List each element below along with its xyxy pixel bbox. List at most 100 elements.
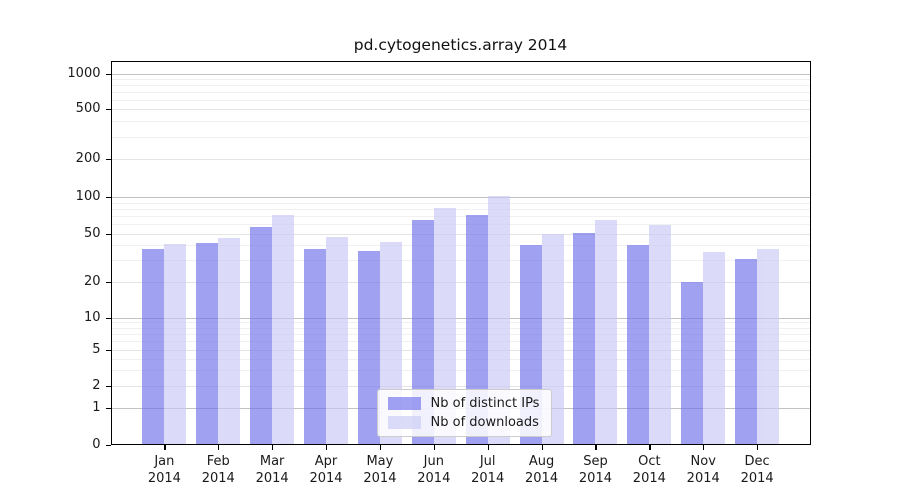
x-tick-label-may: May 2014 — [352, 453, 408, 487]
x-tick-mark-mar — [272, 445, 274, 450]
gridline-50 — [110, 233, 811, 235]
x-tick-mark-sep — [595, 445, 597, 450]
x-tick-mark-jun — [433, 445, 435, 450]
y-tick-label-1: 1 — [92, 400, 101, 415]
x-tick-label-jul: Jul 2014 — [460, 453, 516, 487]
x-tick-month: Jan — [154, 454, 175, 469]
bar-oct-downloads — [649, 225, 672, 445]
y-tick-label-10: 10 — [83, 309, 101, 325]
gridline-4 — [110, 358, 811, 360]
bar-jul-distinct-ips — [465, 214, 488, 445]
bar-sep-downloads — [595, 219, 618, 445]
x-tick-label-nov: Nov 2014 — [675, 453, 731, 487]
gridline-900 — [110, 78, 811, 80]
x-tick-mark-nov — [703, 445, 705, 450]
x-tick-label-feb: Feb 2014 — [190, 453, 246, 487]
y-tick-label-1000: 1000 — [67, 65, 101, 81]
x-tick-month: Aug — [528, 454, 555, 469]
gridline-90 — [110, 202, 811, 204]
bars-layer — [111, 61, 812, 445]
gridline-10 — [110, 317, 811, 319]
y-tick-mark-10 — [105, 317, 111, 319]
bar-jan-distinct-ips — [142, 249, 165, 445]
gridline-30 — [110, 260, 811, 262]
y-tick-label-2: 2 — [92, 378, 101, 393]
x-tick-month: Jun — [423, 454, 444, 469]
x-tick-month: Oct — [638, 454, 661, 469]
x-tick-year: 2014 — [309, 471, 343, 486]
gridline-500 — [110, 109, 811, 111]
y-tick-mark-100 — [105, 197, 111, 199]
bar-jun-downloads — [433, 207, 456, 445]
x-tick-year: 2014 — [255, 471, 289, 486]
y-tick-mark-2 — [105, 386, 111, 388]
chart-title: pd.cytogenetics.array 2014 — [353, 36, 568, 54]
gridline-80 — [110, 209, 811, 211]
bar-dec-distinct-ips — [735, 258, 758, 445]
gridline-8 — [110, 327, 811, 329]
x-tick-year: 2014 — [632, 471, 666, 486]
x-tick-month: Apr — [314, 454, 338, 469]
x-tick-year: 2014 — [578, 471, 612, 486]
gridline-700 — [110, 91, 811, 93]
gridline-70 — [110, 216, 811, 218]
bar-nov-downloads — [703, 252, 726, 445]
y-tick-mark-0 — [105, 445, 111, 447]
x-tick-mark-jul — [487, 445, 489, 450]
x-tick-label-jun: Jun 2014 — [406, 453, 462, 487]
y-tick-mark-50 — [105, 233, 111, 235]
x-tick-mark-jan — [164, 445, 166, 450]
y-tick-label-100: 100 — [75, 189, 101, 205]
bar-dec-downloads — [757, 249, 780, 445]
x-tick-month: Jul — [479, 454, 496, 469]
gridline-1000 — [110, 73, 811, 75]
gridline-2 — [110, 386, 811, 387]
bar-mar-downloads — [272, 214, 295, 445]
gridline-9 — [110, 322, 811, 324]
bar-apr-downloads — [326, 237, 349, 445]
x-tick-year: 2014 — [525, 471, 559, 486]
x-tick-month: Nov — [690, 454, 716, 469]
bar-jul-downloads — [487, 195, 510, 445]
y-tick-label-50: 50 — [83, 225, 101, 241]
x-tick-label-oct: Oct 2014 — [621, 453, 677, 487]
gridline-6 — [110, 341, 811, 343]
gridline-3 — [110, 370, 811, 372]
x-tick-month: Mar — [259, 454, 285, 469]
y-tick-mark-500 — [105, 109, 111, 111]
gridline-60 — [110, 224, 811, 226]
legend-item-distinct-ips: Nb of distinct IPs — [387, 396, 540, 411]
y-tick-label-20: 20 — [83, 273, 101, 289]
x-tick-month: Feb — [206, 454, 230, 469]
x-tick-month: Dec — [744, 454, 770, 469]
y-tick-label-0: 0 — [92, 437, 101, 452]
gridline-40 — [110, 245, 811, 247]
x-tick-label-mar: Mar 2014 — [244, 453, 300, 487]
bar-jun-distinct-ips — [411, 219, 434, 445]
x-tick-mark-dec — [757, 445, 759, 450]
bar-feb-downloads — [218, 238, 241, 445]
y-tick-mark-1 — [105, 408, 111, 410]
y-tick-mark-1000 — [105, 73, 111, 75]
legend-swatch-distinct-ips — [387, 397, 421, 410]
x-tick-year: 2014 — [147, 471, 181, 486]
x-tick-year: 2014 — [363, 471, 397, 486]
x-tick-label-jan: Jan 2014 — [136, 453, 192, 487]
bar-apr-distinct-ips — [304, 249, 327, 445]
x-tick-month: May — [366, 454, 394, 469]
x-tick-year: 2014 — [417, 471, 451, 486]
legend-item-downloads: Nb of downloads — [387, 415, 540, 430]
plot-area: Nb of distinct IPs Nb of downloads — [110, 61, 812, 445]
bar-may-distinct-ips — [357, 250, 380, 445]
gridline-800 — [110, 85, 811, 87]
x-tick-mark-aug — [541, 445, 543, 450]
legend-label-downloads: Nb of downloads — [430, 415, 539, 430]
legend-label-distinct-ips: Nb of distinct IPs — [430, 396, 540, 411]
gridline-20 — [110, 281, 811, 283]
bar-mar-distinct-ips — [250, 226, 273, 445]
legend: Nb of distinct IPs Nb of downloads — [376, 389, 553, 437]
bar-jan-downloads — [164, 244, 187, 445]
x-tick-label-aug: Aug 2014 — [514, 453, 570, 487]
gridline-300 — [110, 137, 811, 138]
